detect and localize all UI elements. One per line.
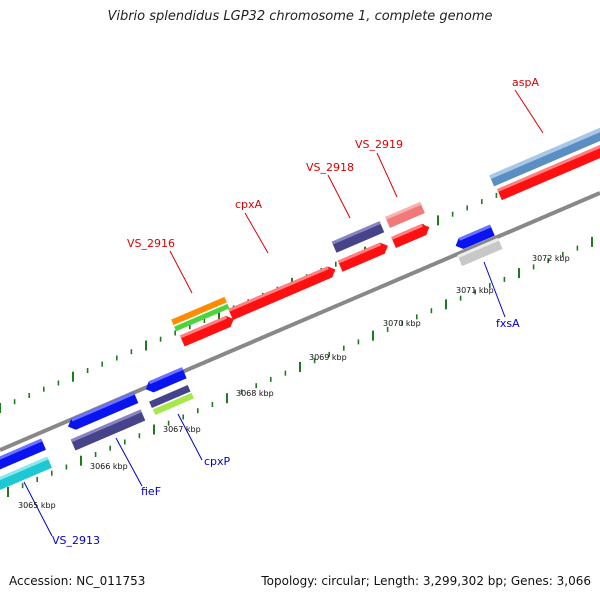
gene-cpxP-blue[interactable] <box>143 367 187 395</box>
gene-label-aspA: aspA <box>512 76 539 89</box>
gene-VS_2918-cds[interactable] <box>337 240 391 272</box>
gene-cpxP[interactable] <box>152 392 194 415</box>
gene-fieF-blue[interactable] <box>66 391 139 432</box>
tick-label: 3067 kbp <box>163 425 201 434</box>
gene-VS_2916-green[interactable] <box>174 303 230 332</box>
gene-fxsA-blue[interactable] <box>453 224 495 252</box>
gene-label-VS_2916: VS_2916 <box>127 237 175 250</box>
map-title: Vibrio splendidus LGP32 chromosome 1, co… <box>107 9 493 24</box>
accession-text: Accession: NC_011753 <box>9 574 146 588</box>
gene-label-VS_2919: VS_2919 <box>355 138 403 151</box>
tick-label: 3066 kbp <box>90 462 128 471</box>
tick-label: 3070 kbp <box>383 319 421 328</box>
gene-label-VS_2918: VS_2918 <box>306 161 354 174</box>
gene-label-cpxP: cpxP <box>204 455 231 468</box>
label-leader-lines <box>23 89 544 537</box>
gene-label-VS_2913: VS_2913 <box>52 534 100 547</box>
gene-VS_2916[interactable] <box>179 313 236 347</box>
gene-fieF[interactable] <box>70 409 146 451</box>
inner-tick-row <box>7 236 593 497</box>
gene-VS_2919[interactable] <box>385 202 425 228</box>
gene-VS_2913-blue[interactable] <box>0 438 46 474</box>
gene-aspA-upper[interactable] <box>489 124 600 187</box>
genome-summary-text: Topology: circular; Length: 3,299,302 bp… <box>261 574 591 588</box>
tick-label: 3068 kbp <box>236 389 274 398</box>
gene-VS_2913[interactable] <box>0 456 52 495</box>
tick-label: 3071 kbp <box>456 286 494 295</box>
gene-VS_2916-orange[interactable] <box>171 296 227 326</box>
tick-label: 3065 kbp <box>18 501 56 510</box>
gene-fxsA[interactable] <box>457 237 503 267</box>
gene-label-fxsA: fxsA <box>496 317 520 330</box>
gene-aspA-lower[interactable] <box>497 141 600 201</box>
gene-label-fieF: fieF <box>141 485 161 498</box>
gene-label-cpxA: cpxA <box>235 198 263 211</box>
tick-label: 3072 kbp <box>532 254 570 263</box>
gene-cpxA[interactable] <box>228 264 338 320</box>
gene-cpxP-navy[interactable] <box>149 385 191 409</box>
gene-VS_2918[interactable] <box>331 221 385 253</box>
gene-VS_2919-cds[interactable] <box>391 222 432 248</box>
tick-label: 3069 kbp <box>309 353 347 362</box>
